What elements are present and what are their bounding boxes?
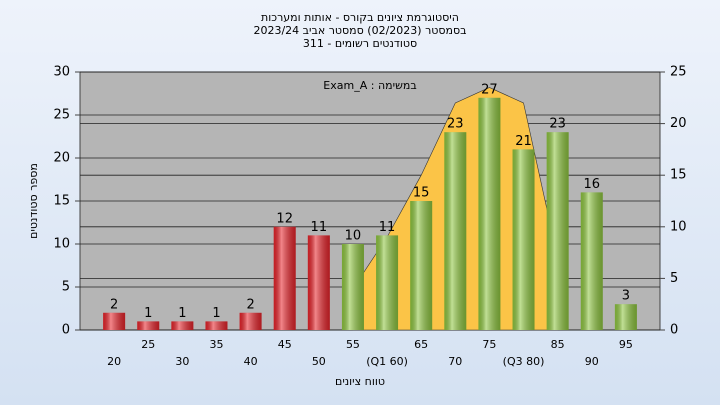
- x-tick-label: 40: [244, 355, 258, 368]
- x-tick-label: 30: [175, 355, 189, 368]
- x-tick-label: 65: [414, 338, 428, 351]
- value-label: 23: [549, 117, 566, 132]
- y-tick-label: 20: [53, 151, 70, 166]
- bar-shine: [444, 132, 467, 330]
- y2-tick-label: 20: [670, 116, 687, 131]
- y-tick-label: 5: [62, 280, 70, 295]
- value-label: 27: [481, 82, 498, 97]
- x-tick-label: 90: [585, 355, 599, 368]
- title-line: בסמסטר (02/2023) סמסטר אביב 2023/24: [253, 24, 466, 37]
- value-label: 1: [212, 306, 220, 321]
- value-label: 3: [622, 289, 630, 304]
- x-tick-label: 35: [209, 338, 223, 351]
- x-tick-label: 20: [107, 355, 121, 368]
- bar-shine: [137, 321, 160, 330]
- x-axis-label: טווח ציונים: [335, 375, 385, 388]
- y-tick-label: 0: [62, 323, 70, 338]
- value-label: 15: [413, 186, 430, 201]
- bar-shine: [307, 235, 330, 330]
- value-label: 16: [583, 177, 600, 192]
- bar-shine: [273, 226, 296, 330]
- y-tick-label: 25: [53, 108, 70, 123]
- y2-tick-label: 25: [670, 65, 687, 80]
- bar-shine: [103, 312, 126, 330]
- x-tick-label: 95: [619, 338, 633, 351]
- x-tick-label: 70: [448, 355, 462, 368]
- bar-shine: [580, 192, 603, 330]
- bar-shine: [478, 97, 501, 330]
- bar-shine: [376, 235, 399, 330]
- x-tick-label: 25: [141, 338, 155, 351]
- bar-shine: [410, 201, 433, 330]
- bar-shine: [614, 304, 637, 330]
- y-tick-label: 15: [53, 194, 70, 209]
- y-tick-label: 10: [53, 237, 70, 252]
- x-tick-label: 75: [482, 338, 496, 351]
- x-tick-label: 55: [346, 338, 360, 351]
- x-tick-label: 85: [551, 338, 565, 351]
- value-label: 12: [276, 211, 293, 226]
- bar-shine: [512, 149, 535, 330]
- y2-tick-label: 5: [670, 271, 678, 286]
- value-label: 1: [178, 306, 186, 321]
- y2-tick-label: 10: [670, 219, 687, 234]
- value-label: 21: [515, 134, 532, 149]
- value-label: 11: [379, 220, 396, 235]
- value-label: 10: [345, 229, 362, 244]
- value-label: 2: [246, 297, 254, 312]
- bar-shine: [341, 244, 364, 330]
- y2-tick-label: 0: [670, 323, 678, 338]
- value-label: 2: [110, 297, 118, 312]
- value-label: 23: [447, 117, 464, 132]
- y-axis-label: מספר סטודנטים: [27, 163, 40, 239]
- x-tick-label: (Q1 60): [366, 355, 408, 368]
- y2-tick-label: 15: [670, 168, 687, 183]
- x-tick-label: 50: [312, 355, 326, 368]
- bar-shine: [205, 321, 228, 330]
- title-line: היסטוגרמת ציונים בקורס - אותות ומערכות: [261, 11, 459, 24]
- x-tick-label: (Q3 80): [503, 355, 545, 368]
- bar-shine: [239, 312, 262, 330]
- value-label: 11: [311, 220, 328, 235]
- bar-shine: [546, 132, 569, 330]
- y-tick-label: 30: [53, 65, 70, 80]
- title-line: סטודנטים רשומים - 311: [303, 37, 417, 50]
- x-tick-label: 45: [278, 338, 292, 351]
- annotation: במשימה : Exam_A: [323, 79, 416, 92]
- value-label: 1: [144, 306, 152, 321]
- bar-shine: [171, 321, 194, 330]
